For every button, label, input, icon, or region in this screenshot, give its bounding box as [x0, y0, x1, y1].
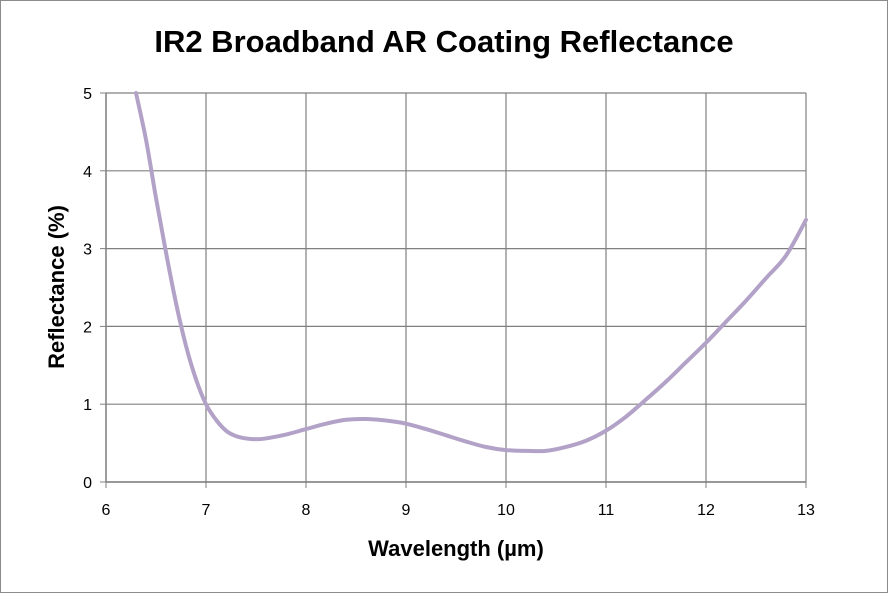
x-tick-label: 6 [102, 502, 111, 519]
x-axis-title: Wavelength (µm) [368, 536, 544, 561]
x-tick-label: 11 [598, 502, 615, 519]
y-axis-title: Reflectance (%) [44, 205, 69, 369]
x-tick-label: 9 [402, 502, 411, 519]
y-tick-label: 4 [83, 164, 92, 181]
x-tick-label: 13 [797, 502, 815, 519]
y-tick-label: 3 [83, 242, 92, 259]
reflectance-series-line [134, 91, 808, 454]
grid-layer [105, 92, 807, 483]
axis-layer [100, 92, 807, 488]
series-layer [134, 91, 808, 454]
y-tick-label: 2 [83, 319, 92, 336]
y-tick-label: 5 [83, 86, 92, 103]
chart-title: IR2 Broadband AR Coating Reflectance [154, 24, 733, 59]
y-tick-label: 1 [83, 397, 92, 414]
y-tick-label: 0 [83, 475, 92, 492]
x-tick-label: 10 [497, 502, 515, 519]
x-tick-label: 7 [202, 502, 211, 519]
x-tick-label: 8 [302, 502, 311, 519]
x-tick-label: 12 [697, 502, 715, 519]
